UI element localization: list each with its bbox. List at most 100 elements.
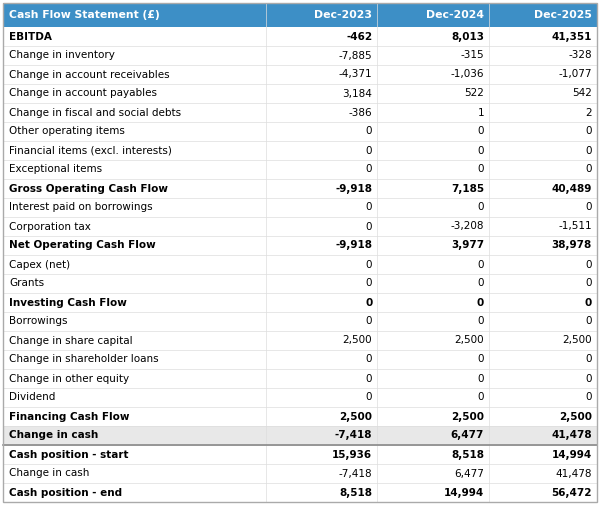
Bar xyxy=(3,274,597,293)
Text: 2: 2 xyxy=(586,108,592,118)
Bar xyxy=(3,236,597,255)
Text: 56,472: 56,472 xyxy=(551,487,592,497)
Text: 41,351: 41,351 xyxy=(551,31,592,41)
Text: 8,013: 8,013 xyxy=(451,31,484,41)
Bar xyxy=(3,369,597,388)
Bar xyxy=(3,483,597,502)
Text: -1,036: -1,036 xyxy=(451,70,484,79)
Text: 2,500: 2,500 xyxy=(451,412,484,422)
Bar xyxy=(3,84,597,103)
Text: 38,978: 38,978 xyxy=(552,240,592,250)
Text: 3,977: 3,977 xyxy=(451,240,484,250)
Bar xyxy=(3,27,597,46)
Text: Capex (net): Capex (net) xyxy=(9,260,70,270)
Text: 522: 522 xyxy=(464,88,484,98)
Text: 6,477: 6,477 xyxy=(451,430,484,440)
Text: 0: 0 xyxy=(365,297,373,308)
Text: Cash position - start: Cash position - start xyxy=(9,449,128,460)
Bar xyxy=(3,293,597,312)
Text: Change in account payables: Change in account payables xyxy=(9,88,157,98)
Text: 14,994: 14,994 xyxy=(552,449,592,460)
Text: Cash position - end: Cash position - end xyxy=(9,487,122,497)
Bar xyxy=(3,350,597,369)
Text: 0: 0 xyxy=(585,297,592,308)
Text: Change in cash: Change in cash xyxy=(9,430,98,440)
Text: Dividend: Dividend xyxy=(9,392,55,402)
Text: Net Operating Cash Flow: Net Operating Cash Flow xyxy=(9,240,156,250)
Text: 0: 0 xyxy=(366,374,373,383)
Text: Corporation tax: Corporation tax xyxy=(9,222,91,231)
Text: 0: 0 xyxy=(478,260,484,270)
Text: 0: 0 xyxy=(478,126,484,136)
Bar xyxy=(3,255,597,274)
Bar xyxy=(3,198,597,217)
Text: -7,885: -7,885 xyxy=(339,50,373,61)
Text: Change in fiscal and social debts: Change in fiscal and social debts xyxy=(9,108,181,118)
Text: Cash Flow Statement (£): Cash Flow Statement (£) xyxy=(9,10,160,20)
Text: 0: 0 xyxy=(366,392,373,402)
Text: -328: -328 xyxy=(568,50,592,61)
Text: 0: 0 xyxy=(366,203,373,213)
Text: -462: -462 xyxy=(346,31,373,41)
Bar xyxy=(3,312,597,331)
Text: 7,185: 7,185 xyxy=(451,183,484,193)
Text: 0: 0 xyxy=(586,126,592,136)
Text: Borrowings: Borrowings xyxy=(9,317,67,327)
Text: Interest paid on borrowings: Interest paid on borrowings xyxy=(9,203,152,213)
Bar xyxy=(3,179,597,198)
Text: -9,918: -9,918 xyxy=(335,240,373,250)
Text: 0: 0 xyxy=(478,278,484,288)
Text: Gross Operating Cash Flow: Gross Operating Cash Flow xyxy=(9,183,168,193)
Bar xyxy=(3,160,597,179)
Text: 0: 0 xyxy=(478,165,484,175)
Text: -386: -386 xyxy=(349,108,373,118)
Text: 0: 0 xyxy=(478,374,484,383)
Text: -315: -315 xyxy=(461,50,484,61)
Text: 0: 0 xyxy=(586,260,592,270)
Text: 0: 0 xyxy=(586,355,592,365)
Text: 0: 0 xyxy=(586,145,592,156)
Text: Investing Cash Flow: Investing Cash Flow xyxy=(9,297,127,308)
Text: 0: 0 xyxy=(366,355,373,365)
Text: 0: 0 xyxy=(586,392,592,402)
Bar xyxy=(3,388,597,407)
Text: Other operating items: Other operating items xyxy=(9,126,125,136)
Bar xyxy=(377,3,489,27)
Text: -1,077: -1,077 xyxy=(559,70,592,79)
Bar xyxy=(3,217,597,236)
Bar xyxy=(3,141,597,160)
Text: 2,500: 2,500 xyxy=(562,335,592,345)
Text: Financial items (excl. interests): Financial items (excl. interests) xyxy=(9,145,172,156)
Text: -1,511: -1,511 xyxy=(559,222,592,231)
Bar xyxy=(3,464,597,483)
Text: Financing Cash Flow: Financing Cash Flow xyxy=(9,412,130,422)
Text: Change in inventory: Change in inventory xyxy=(9,50,115,61)
Text: -9,918: -9,918 xyxy=(335,183,373,193)
Text: -4,371: -4,371 xyxy=(339,70,373,79)
Text: Dec-2025: Dec-2025 xyxy=(534,10,592,20)
Text: 6,477: 6,477 xyxy=(454,469,484,479)
Bar xyxy=(3,426,597,445)
Text: 0: 0 xyxy=(586,278,592,288)
Text: -3,208: -3,208 xyxy=(451,222,484,231)
Text: 3,184: 3,184 xyxy=(343,88,373,98)
Bar xyxy=(3,407,597,426)
Text: 1: 1 xyxy=(478,108,484,118)
Text: 15,936: 15,936 xyxy=(332,449,373,460)
Text: Change in other equity: Change in other equity xyxy=(9,374,129,383)
Text: 0: 0 xyxy=(366,222,373,231)
Text: 0: 0 xyxy=(478,317,484,327)
Text: 0: 0 xyxy=(586,374,592,383)
Text: 0: 0 xyxy=(366,165,373,175)
Text: 2,500: 2,500 xyxy=(343,335,373,345)
Text: -7,418: -7,418 xyxy=(335,430,373,440)
Bar xyxy=(3,65,597,84)
Text: 0: 0 xyxy=(366,278,373,288)
Text: 0: 0 xyxy=(586,203,592,213)
Text: Grants: Grants xyxy=(9,278,44,288)
Text: Dec-2023: Dec-2023 xyxy=(314,10,373,20)
Bar xyxy=(3,46,597,65)
Text: Dec-2024: Dec-2024 xyxy=(426,10,484,20)
Text: 0: 0 xyxy=(478,355,484,365)
Text: 0: 0 xyxy=(478,145,484,156)
